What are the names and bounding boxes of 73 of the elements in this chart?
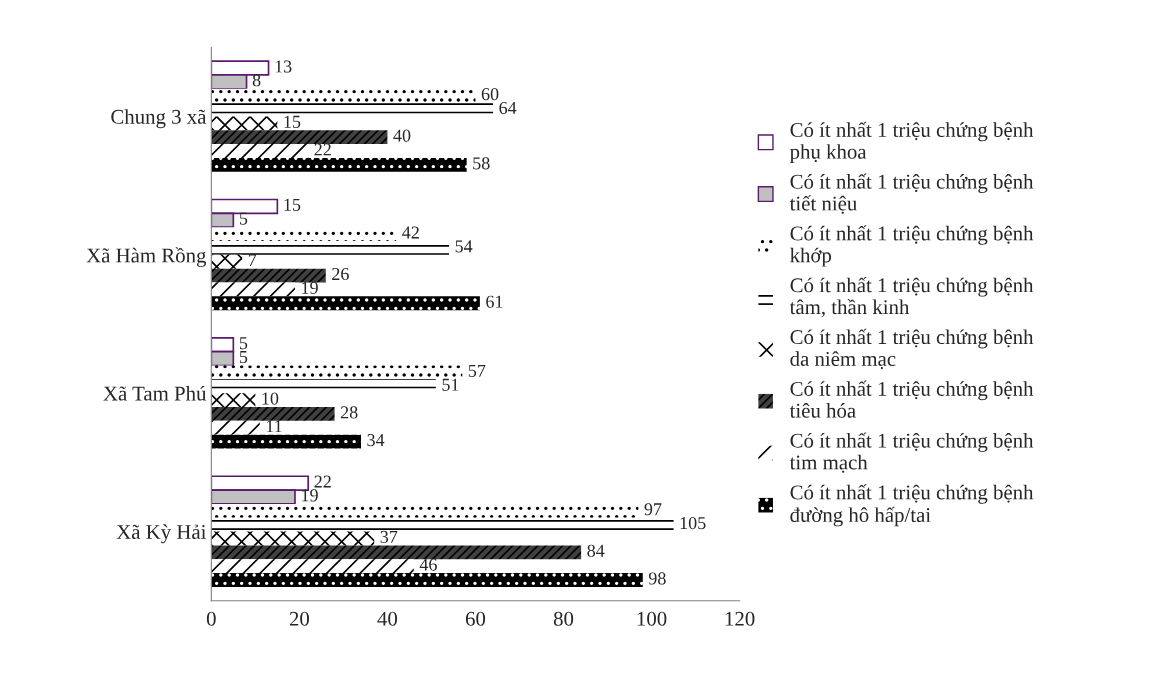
bar	[211, 531, 375, 546]
y-tick-label: Xã Tam Phú	[103, 385, 207, 401]
bar	[211, 102, 494, 117]
data-label: 37	[380, 530, 398, 543]
bar	[211, 282, 295, 297]
data-label: 5	[239, 337, 248, 350]
data-label: 42	[402, 226, 419, 239]
bar	[211, 254, 243, 269]
data-label: 64	[499, 101, 517, 115]
data-label: 26	[332, 267, 349, 281]
legend-label: Có ít nhất 1 triệu chứng bệnh khớp	[790, 225, 1034, 267]
data-label: 60	[481, 88, 499, 101]
bar	[211, 116, 278, 131]
data-label: 61	[486, 295, 503, 308]
x-tick-label: 120	[725, 611, 755, 626]
x-tick-label: 0	[206, 611, 216, 626]
data-label: 5	[239, 351, 248, 364]
data-label: 58	[473, 157, 490, 170]
bar	[211, 420, 260, 435]
y-tick-label: Chung 3 xã	[111, 109, 207, 129]
legend-label: Có ít nhất 1 triệu chứng bệnh tim mạch	[789, 432, 1034, 473]
bar	[211, 268, 326, 283]
y-tick-label: Xã Hàm Rồng	[86, 247, 207, 267]
data-label: 28	[340, 406, 358, 419]
data-label: 15	[284, 198, 301, 211]
legend-label: Có ít nhất 1 triệu chứng bệnh tâm, thần kinh	[789, 277, 1034, 318]
bar	[211, 503, 639, 518]
bar	[211, 517, 674, 532]
data-label: 46	[419, 558, 437, 571]
x-tick-label: 20	[289, 611, 309, 626]
data-label: 54	[455, 240, 473, 253]
data-label: 84	[587, 544, 605, 557]
legend-label: Có ít nhất 1 triệu chứng bệnh tiêu hóa	[789, 380, 1034, 418]
data-label: 19	[302, 489, 318, 502]
data-label: 8	[252, 74, 261, 87]
bar	[211, 144, 309, 158]
data-label: 34	[367, 434, 385, 447]
bar	[211, 227, 397, 241]
x-tick-label: 100	[637, 611, 667, 626]
bar	[211, 407, 335, 421]
data-label: 98	[648, 572, 666, 585]
data-label: 10	[262, 392, 279, 405]
bar	[211, 296, 480, 311]
legend-label: Có ít nhất 1 triệu chứng bệnh tiết niệu	[789, 173, 1034, 214]
data-label: 51	[442, 378, 459, 391]
data-label: 11	[266, 420, 282, 433]
data-label: 22	[314, 475, 331, 488]
legend-label: Có ít nhất 1 triệu chứng bệnh đường hô hấp/tai	[790, 484, 1034, 527]
data-label: 22	[314, 143, 331, 156]
y-tick-label: Xã Kỳ Hải	[116, 524, 207, 544]
bar	[211, 434, 361, 449]
legend-label: Có ít nhất 1 triệu chứng bệnh phụ khoa	[789, 121, 1034, 164]
data-label: 57	[468, 364, 486, 377]
x-tick-label: 80	[553, 611, 574, 626]
bar	[211, 393, 256, 408]
bar	[211, 365, 463, 380]
data-label: 105	[680, 516, 706, 530]
data-label: 13	[275, 60, 292, 73]
data-label: 97	[644, 503, 662, 516]
data-label: 19	[302, 281, 318, 294]
legend-label: Có ít nhất 1 triệu chứng bệnh da niêm mạc	[790, 328, 1034, 370]
data-label: 5	[239, 212, 248, 225]
bar	[211, 545, 582, 560]
data-label: 15	[284, 115, 301, 128]
bar	[211, 88, 476, 103]
x-tick-label: 40	[377, 611, 398, 626]
data-label: 40	[393, 129, 411, 142]
bar	[211, 130, 388, 145]
x-tick-label: 60	[465, 611, 486, 626]
bar	[211, 559, 414, 574]
data-label: 7	[248, 254, 257, 267]
bar	[211, 573, 643, 587]
bar	[211, 157, 467, 172]
